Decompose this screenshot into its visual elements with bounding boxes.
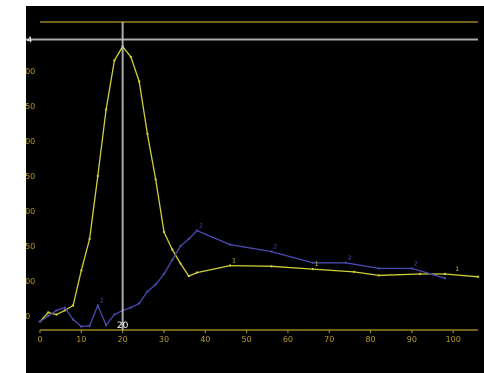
series-2-marker-label: 2 xyxy=(348,255,352,262)
series-2-point xyxy=(162,272,166,276)
series-1-point xyxy=(104,108,108,111)
y-tick-label: 100 xyxy=(20,277,35,286)
series-1-point xyxy=(270,265,273,268)
series-2-point xyxy=(154,283,157,286)
y-tick-label: 250 xyxy=(20,172,35,181)
series-1-point xyxy=(171,248,174,251)
series-1-point xyxy=(96,174,100,178)
series-2-point xyxy=(228,243,232,246)
series-1-point xyxy=(55,313,58,316)
series-2-point xyxy=(344,261,347,264)
x-tick-label: 100 xyxy=(446,335,461,344)
series-2-point xyxy=(443,277,447,280)
series-1-point xyxy=(195,271,199,274)
series-1-point xyxy=(71,304,75,307)
plot-background xyxy=(26,6,484,373)
series-1-point xyxy=(88,237,91,241)
x-tick-label: 20 xyxy=(118,335,128,344)
series-2-point xyxy=(410,267,414,270)
series-2-point xyxy=(129,306,133,309)
series-line-1 xyxy=(39,45,479,323)
series-1-point xyxy=(377,274,381,277)
series-1-point xyxy=(443,272,447,276)
series-2-point xyxy=(146,290,149,293)
series-1-point xyxy=(418,272,422,276)
series-2-point xyxy=(80,325,83,328)
x-tick-label: 0 xyxy=(37,335,42,344)
series-1-marker-label: 1 xyxy=(455,266,459,273)
series-1-point xyxy=(476,275,480,278)
y-tick-label: 350 xyxy=(20,102,35,111)
series-2-point xyxy=(63,306,66,309)
series-2-marker-label: 2 xyxy=(100,298,104,305)
series-2-point xyxy=(88,324,91,327)
x-tick-label: 50 xyxy=(242,335,252,344)
series-2-point xyxy=(137,302,141,305)
y-tick-label: 200 xyxy=(20,207,35,216)
cursor-y-readout: 4 xyxy=(27,36,32,45)
series-line-2 xyxy=(39,229,446,328)
series-2-point xyxy=(96,304,100,307)
series-1-point xyxy=(162,230,166,234)
series-2-marker-label: 2 xyxy=(273,244,277,251)
cursor-x-readout: 20 xyxy=(117,321,129,331)
series-2-point xyxy=(47,314,50,318)
series-2-point xyxy=(113,313,116,316)
left-margin-mask xyxy=(0,0,26,373)
series-2-point xyxy=(270,250,273,253)
series-1-point xyxy=(47,311,50,314)
series-2-point xyxy=(55,309,58,312)
series-1-marker-label: 1 xyxy=(232,258,236,265)
x-tick-label: 40 xyxy=(200,335,210,344)
series-2-point xyxy=(377,267,381,270)
series-1-point xyxy=(228,264,232,267)
series-1-point xyxy=(63,309,66,312)
series-1-point xyxy=(311,267,314,271)
series-1-point xyxy=(352,270,356,274)
y-tick-label: 150 xyxy=(20,242,35,251)
series-2-point xyxy=(311,261,314,264)
series-2-point xyxy=(71,318,75,321)
series-2-point xyxy=(195,229,199,232)
x-tick-label: 30 xyxy=(159,335,169,344)
series-1-point xyxy=(187,274,190,278)
series-2-marker-label: 2 xyxy=(414,260,418,267)
y-tick-label: 300 xyxy=(20,137,35,146)
x-tick-label: 90 xyxy=(407,335,417,344)
series-2-point xyxy=(187,237,190,241)
y-tick-label: 400 xyxy=(20,67,35,76)
x-tick-label: 60 xyxy=(283,335,293,344)
series-1-point xyxy=(137,80,141,83)
series-1-point xyxy=(179,262,182,265)
x-tick-label: 70 xyxy=(324,335,334,344)
series-1-point xyxy=(146,132,149,136)
series-2-point xyxy=(104,323,108,327)
series-2-point xyxy=(171,258,174,262)
series-1-point xyxy=(80,269,83,272)
series-1-point xyxy=(129,55,133,59)
series-2-point xyxy=(38,320,42,323)
series-2-point xyxy=(179,244,182,248)
series-1-marker-label: 1 xyxy=(315,261,319,268)
x-tick-label: 80 xyxy=(365,335,375,344)
x-tick-label: 10 xyxy=(76,335,86,344)
series-2-marker-label: 2 xyxy=(199,223,203,230)
series-1-point xyxy=(154,178,157,181)
series-1-point xyxy=(113,59,116,62)
